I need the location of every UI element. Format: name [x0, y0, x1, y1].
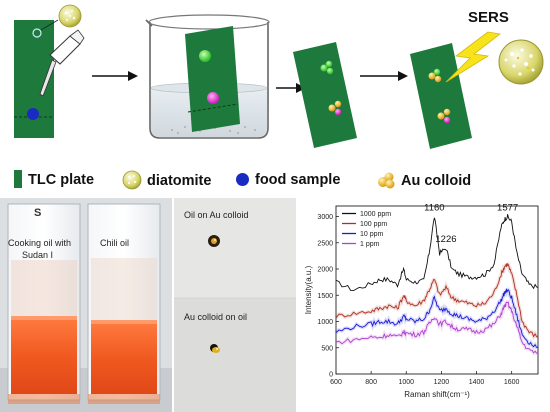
legend-series-label: 1000 ppm	[360, 211, 391, 218]
cuvette-label-chili-oil: Chili oil	[100, 238, 130, 248]
x-tick-label: 1600	[504, 379, 520, 386]
y-tick-label: 2000	[317, 267, 333, 274]
au-colloid-cluster-icon	[378, 172, 395, 189]
series-line	[335, 288, 539, 349]
au-colloid-cluster-icon	[320, 60, 334, 75]
diatomite-spot-icon	[32, 28, 42, 38]
droplets-illustration	[174, 198, 296, 412]
cuvette-label-cooking-oil: Cooking oil with	[8, 238, 72, 248]
au-colloid-cluster-icon	[437, 108, 451, 124]
lightning-bolt-icon	[445, 31, 501, 83]
cuvette-label-sudan: Sudan I	[22, 250, 54, 260]
series-line	[335, 263, 539, 338]
tlc-plate-sers	[410, 43, 472, 149]
legend-item-au-colloid: Au colloid	[375, 170, 471, 190]
food-sample-dot-icon	[27, 108, 39, 120]
y-tick-label: 0	[329, 372, 333, 379]
arrow-icon	[360, 71, 408, 81]
legend-series-label: 100 ppm	[360, 221, 387, 228]
y-tick-label: 2500	[317, 240, 333, 247]
diatomite-sphere-icon	[40, 4, 82, 31]
y-axis-label: Intensity(a.u.)	[304, 265, 313, 314]
x-tick-label: 1000	[398, 379, 414, 386]
tlc-plate-with-au-colloid	[293, 42, 357, 148]
y-tick-label: 1000	[317, 319, 333, 326]
peak-label: 1160	[424, 203, 444, 214]
legend-label: food sample	[255, 172, 341, 188]
x-tick-label: 600	[330, 379, 342, 386]
x-axis-label: Raman shift(cm⁻¹)	[404, 390, 470, 399]
sers-label: SERS	[468, 9, 509, 26]
legend-label: TLC plate	[28, 172, 95, 188]
x-tick-label: 1400	[469, 379, 485, 386]
cuvette-mark: S	[34, 207, 42, 219]
pipette-icon	[39, 29, 85, 97]
au-colloid-cluster-icon	[328, 100, 342, 116]
peak-label: 1226	[435, 234, 456, 245]
photo-droplets: Oil on Au colloid Au colloid on oil	[174, 198, 296, 412]
droplet-label-au-on-oil: Au colloid on oil	[184, 312, 248, 322]
legend-item-food-sample: food sample	[236, 170, 340, 190]
y-tick-label: 1500	[317, 293, 333, 300]
y-tick-label: 500	[321, 345, 333, 352]
photo-cuvettes: S Cooking oil with Sudan I Chili oil	[0, 198, 172, 412]
legend-label: Au colloid	[401, 173, 472, 189]
diatomite-sphere-icon	[122, 170, 142, 190]
legend-series-label: 1 ppm	[360, 241, 380, 248]
x-tick-label: 800	[365, 379, 377, 386]
cuvettes-illustration	[0, 198, 172, 412]
droplet-label-oil-on-au: Oil on Au colloid	[184, 210, 249, 220]
tlc-plate-developing	[185, 26, 240, 132]
diatomite-sphere-large-icon	[498, 39, 544, 85]
series-line	[335, 301, 539, 354]
peak-label: 1577	[497, 203, 518, 214]
arrow-icon	[92, 71, 138, 81]
blue-dot-icon	[236, 173, 249, 186]
legend-series-label: 10 ppm	[360, 231, 384, 238]
legend-label: diatomite	[147, 173, 212, 189]
x-tick-label: 1200	[434, 379, 450, 386]
y-tick-label: 3000	[317, 214, 333, 221]
workflow-schematic: SERS	[14, 4, 544, 149]
green-rectangle-icon	[14, 170, 22, 188]
series-line	[335, 214, 539, 292]
plot-frame	[335, 205, 539, 375]
au-colloid-cluster-icon	[428, 68, 442, 83]
legend-item-tlc-plate: TLC plate	[14, 170, 94, 190]
raman-spectra-chart: 600 800 1000 1200 1400 1600 0 500 1000 1500 2000 25…	[300, 198, 550, 412]
legend-item-diatomite: diatomite	[121, 170, 211, 190]
